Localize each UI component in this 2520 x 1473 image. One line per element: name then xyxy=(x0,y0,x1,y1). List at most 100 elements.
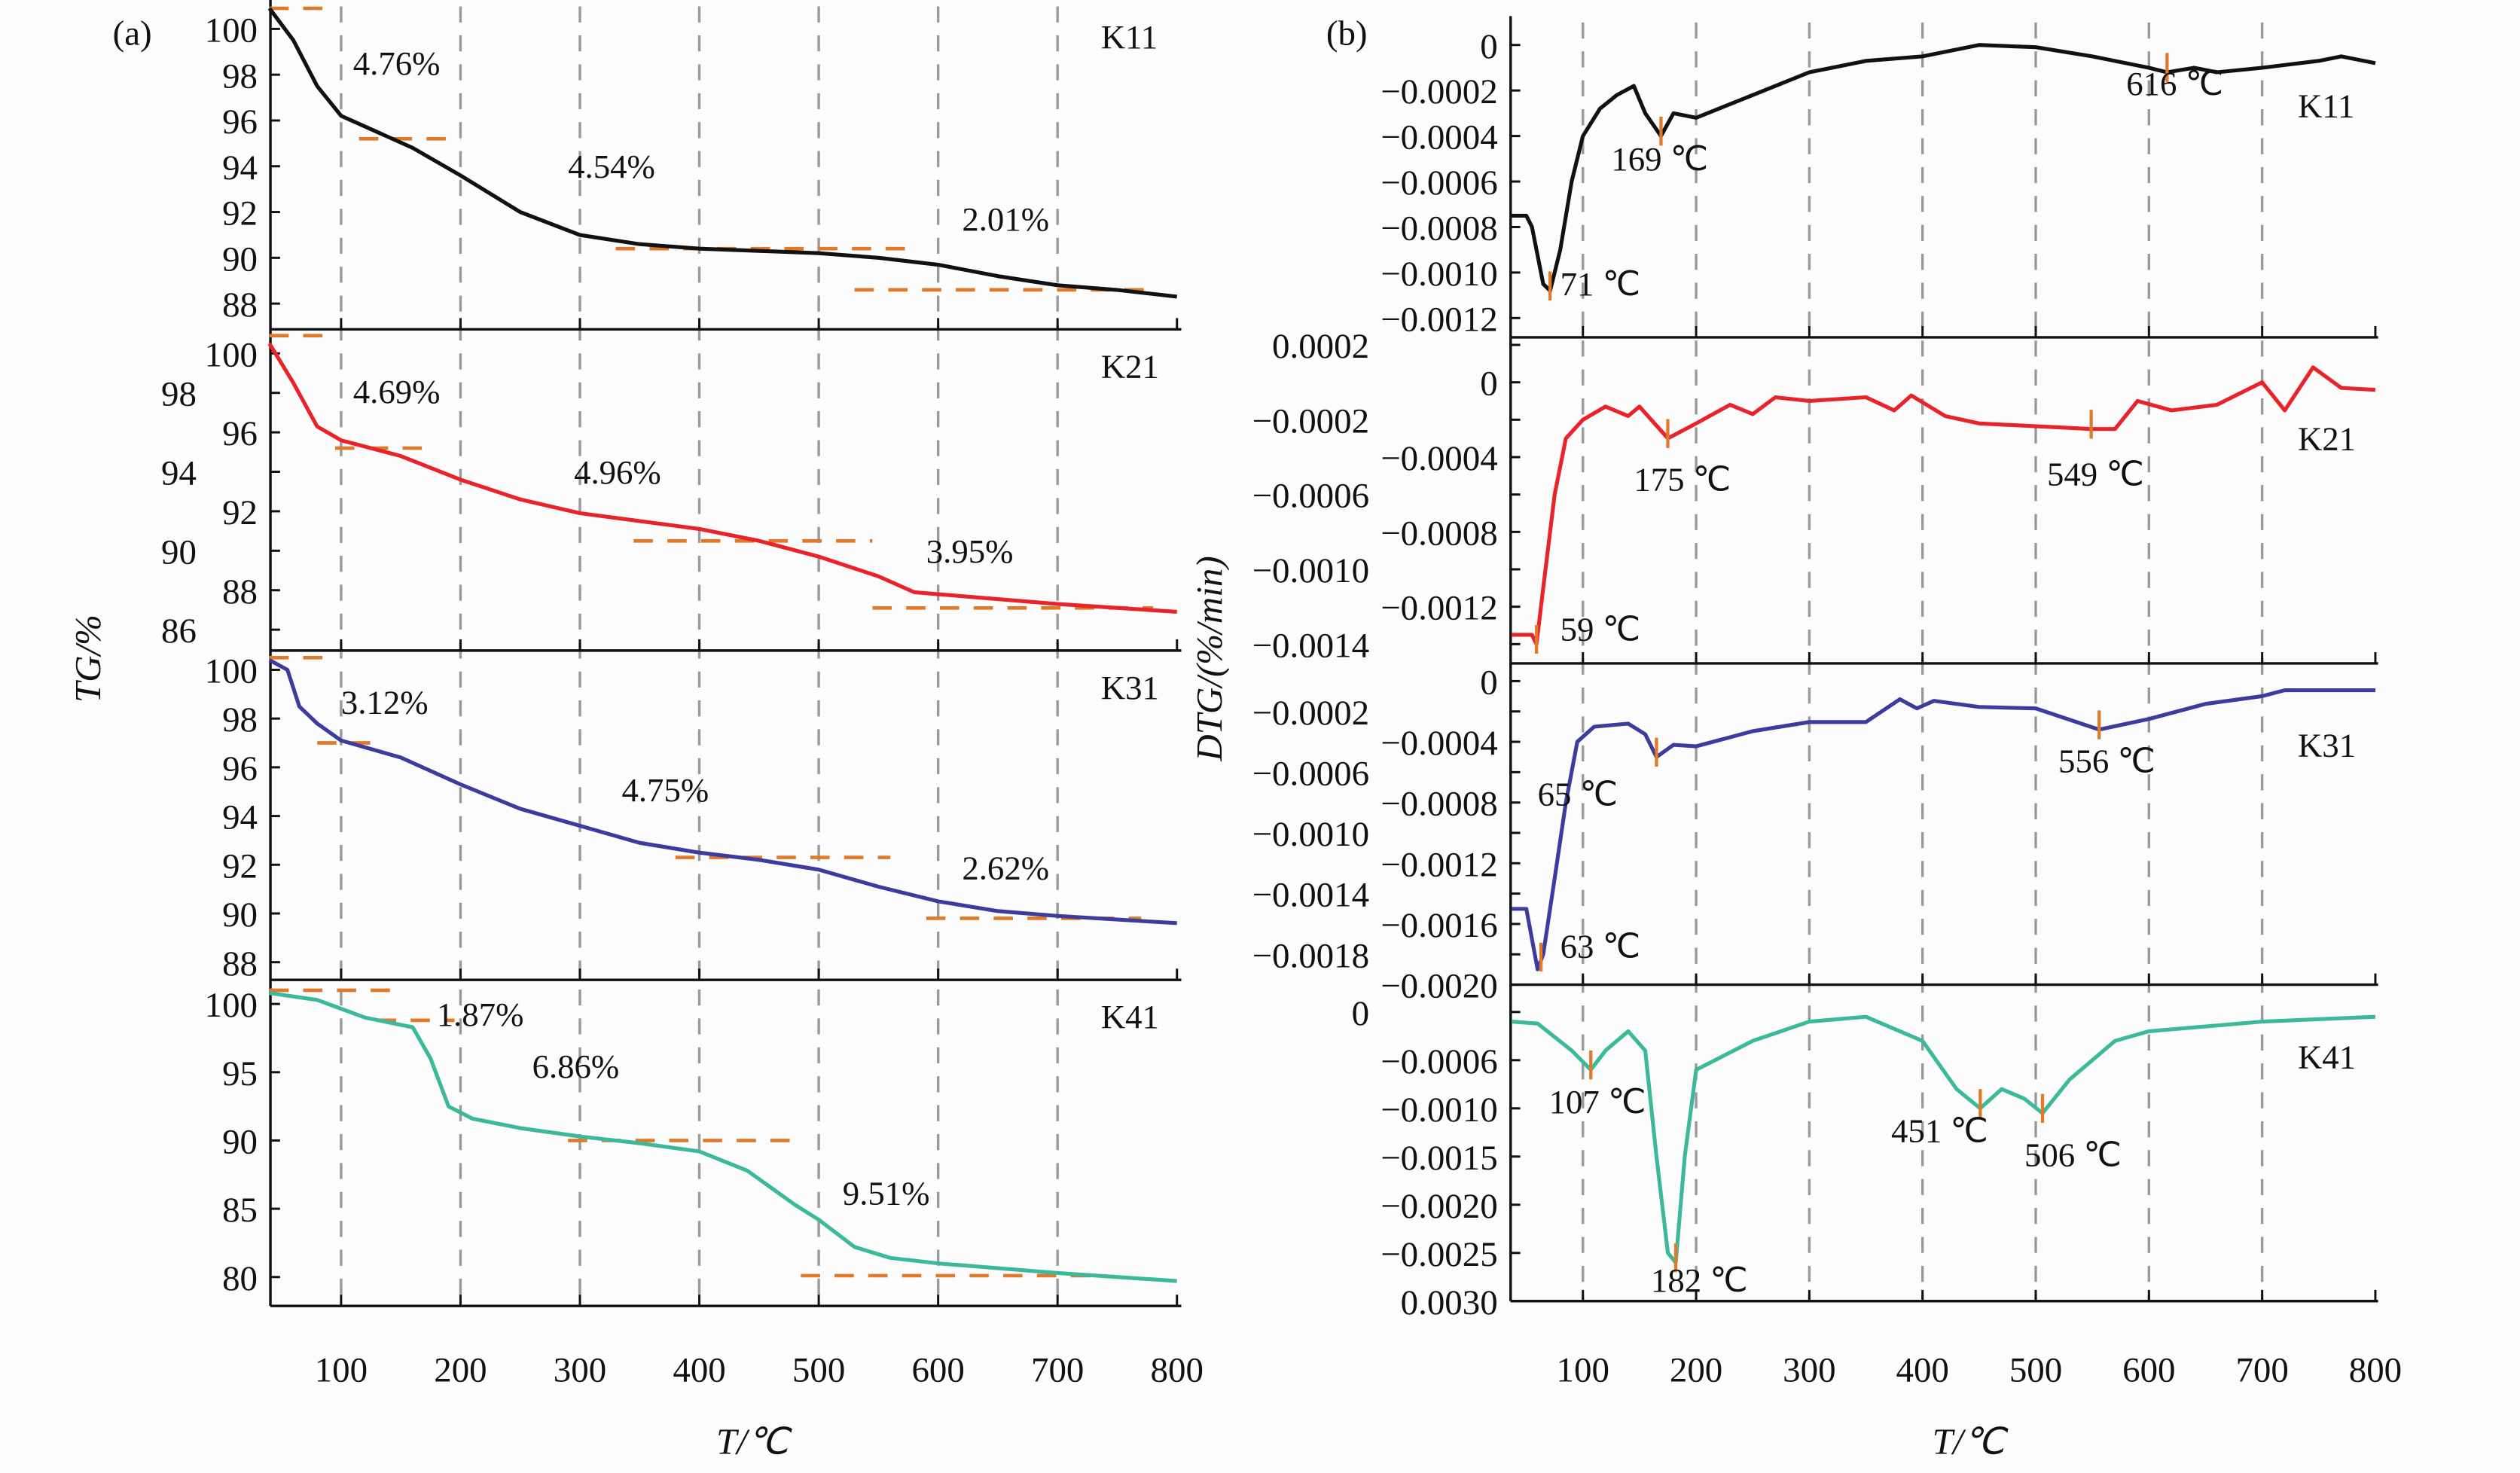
y-tick-label: 90 xyxy=(222,239,258,279)
y-tick-label: 0 xyxy=(1352,994,1369,1033)
peak-label: 59 ℃ xyxy=(1561,610,1640,648)
y-tick-label: −0.0004 xyxy=(1381,118,1497,157)
y-tick-label: 100 xyxy=(205,652,258,691)
y-tick-label: 86 xyxy=(161,611,197,651)
mass-loss-label: 4.96% xyxy=(574,453,661,491)
x-tick-label: 600 xyxy=(2122,1350,2175,1389)
x-tick-label: 700 xyxy=(1031,1350,1084,1389)
peak-label: 107 ℃ xyxy=(1549,1083,1646,1121)
y-tick-label: 94 xyxy=(222,148,258,188)
x-tick-label: 100 xyxy=(1557,1350,1609,1389)
y-tick-label: −0.0020 xyxy=(1381,967,1497,1006)
peak-label: 71 ℃ xyxy=(1561,265,1640,303)
y-tick-label: −0.0006 xyxy=(1252,754,1369,793)
x-tick-label: 800 xyxy=(2349,1350,2402,1389)
x-tick-label: 100 xyxy=(315,1350,368,1389)
peak-label: 451 ℃ xyxy=(1891,1112,1988,1150)
y-tick-label: 100 xyxy=(205,986,258,1025)
mass-loss-label: 1.87% xyxy=(437,996,524,1033)
mass-loss-label: 6.86% xyxy=(532,1048,620,1085)
y-tick-label: 85 xyxy=(222,1191,258,1230)
peak-label: 556 ℃ xyxy=(2058,742,2155,779)
peak-label: 506 ℃ xyxy=(2024,1136,2122,1174)
x-tick-label: 300 xyxy=(554,1350,606,1389)
x-tick-label: 500 xyxy=(2009,1350,2062,1389)
y-tick-label: −0.0012 xyxy=(1381,845,1497,884)
series-line-k41 xyxy=(1511,1014,2376,1265)
y-tick-label: −0.0014 xyxy=(1252,876,1369,915)
series-line-k41 xyxy=(269,991,1177,1283)
y-tick-label: −0.0018 xyxy=(1252,936,1369,975)
y-tick-label: −0.0010 xyxy=(1381,1090,1497,1130)
y-tick-label: 88 xyxy=(222,944,258,984)
y-tick-label: −0.0010 xyxy=(1381,255,1497,294)
y-tick-label: 92 xyxy=(222,846,258,886)
y-tick-label: −0.0002 xyxy=(1252,401,1369,441)
y-tick-label: 100 xyxy=(205,335,258,374)
y-tick-label: −0.0006 xyxy=(1381,1042,1497,1081)
y-tick-label: −0.0010 xyxy=(1252,815,1369,854)
y-tick-label: 88 xyxy=(222,572,258,611)
x-axis-label: T/℃ xyxy=(716,1420,792,1462)
peak-label: 549 ℃ xyxy=(2047,455,2144,493)
sample-label: K31 xyxy=(1101,669,1159,706)
mass-loss-label: 4.75% xyxy=(621,771,709,809)
y-tick-label: −0.0002 xyxy=(1381,72,1497,111)
panel-label: (b) xyxy=(1326,14,1368,53)
x-tick-label: 300 xyxy=(1783,1350,1835,1389)
sample-label: K11 xyxy=(2298,87,2354,125)
mass-loss-label: 3.95% xyxy=(926,532,1014,570)
y-tick-label: 94 xyxy=(161,454,197,493)
y-tick-label: 90 xyxy=(161,532,197,572)
y-tick-label: 100 xyxy=(205,11,258,50)
series-line-k31 xyxy=(1512,688,2375,971)
series-line-k11 xyxy=(1512,43,2376,293)
y-tick-label: 95 xyxy=(222,1054,258,1093)
y-tick-label: 92 xyxy=(222,194,258,233)
y-tick-label: 98 xyxy=(222,56,258,96)
y-tick-label: 96 xyxy=(222,749,258,788)
y-tick-label: −0.0008 xyxy=(1381,209,1497,249)
y-tick-label: −0.0008 xyxy=(1381,785,1497,824)
y-tick-label: −0.0016 xyxy=(1381,906,1497,945)
series-line-k21 xyxy=(267,342,1177,615)
x-axis-label: T/℃ xyxy=(1933,1420,2009,1462)
y-tick-label: −0.0020 xyxy=(1381,1187,1497,1226)
y-tick-label: −0.0012 xyxy=(1381,589,1497,628)
sample-label: K41 xyxy=(1101,998,1159,1035)
x-tick-label: 400 xyxy=(1896,1350,1949,1389)
sample-label: K21 xyxy=(2298,419,2356,457)
y-tick-label: 0 xyxy=(1480,663,1497,702)
y-tick-label: −0.0012 xyxy=(1381,300,1497,339)
y-tick-label: −0.0004 xyxy=(1381,724,1497,763)
mass-loss-label: 2.01% xyxy=(962,200,1049,238)
y-tick-label: −0.0025 xyxy=(1381,1235,1497,1274)
y-tick-label: −0.0006 xyxy=(1252,477,1369,516)
peak-label: 63 ℃ xyxy=(1561,927,1640,965)
y-tick-label: −0.0015 xyxy=(1381,1139,1497,1178)
x-tick-label: 400 xyxy=(673,1350,725,1389)
x-tick-label: 200 xyxy=(434,1350,487,1389)
y-tick-label: 90 xyxy=(222,1123,258,1162)
y-axis-label: TG/% xyxy=(67,615,108,703)
y-tick-label: −0.0010 xyxy=(1252,551,1369,590)
y-tick-label: 0 xyxy=(1480,364,1497,404)
x-tick-label: 200 xyxy=(1670,1350,1722,1389)
sample-label: K21 xyxy=(1101,347,1159,385)
peak-label: 65 ℃ xyxy=(1538,776,1618,813)
series-line-k21 xyxy=(1512,365,2376,646)
y-tick-label: 88 xyxy=(222,285,258,325)
peak-label: 182 ℃ xyxy=(1651,1261,1748,1299)
sample-label: K11 xyxy=(1101,18,1158,56)
y-tick-label: 0.0002 xyxy=(1272,327,1369,366)
y-axis-label: DTG/(%/min) xyxy=(1188,556,1230,761)
y-tick-label: −0.0002 xyxy=(1252,694,1369,733)
y-tick-label: 98 xyxy=(161,375,197,414)
mass-loss-label: 4.69% xyxy=(353,373,441,410)
y-tick-label: 98 xyxy=(222,700,258,740)
peak-label: 175 ℃ xyxy=(1634,461,1731,499)
y-tick-label: 96 xyxy=(222,414,258,453)
x-tick-label: 500 xyxy=(792,1350,845,1389)
y-tick-label: −0.0006 xyxy=(1381,163,1497,203)
panel-label: (a) xyxy=(113,14,152,53)
